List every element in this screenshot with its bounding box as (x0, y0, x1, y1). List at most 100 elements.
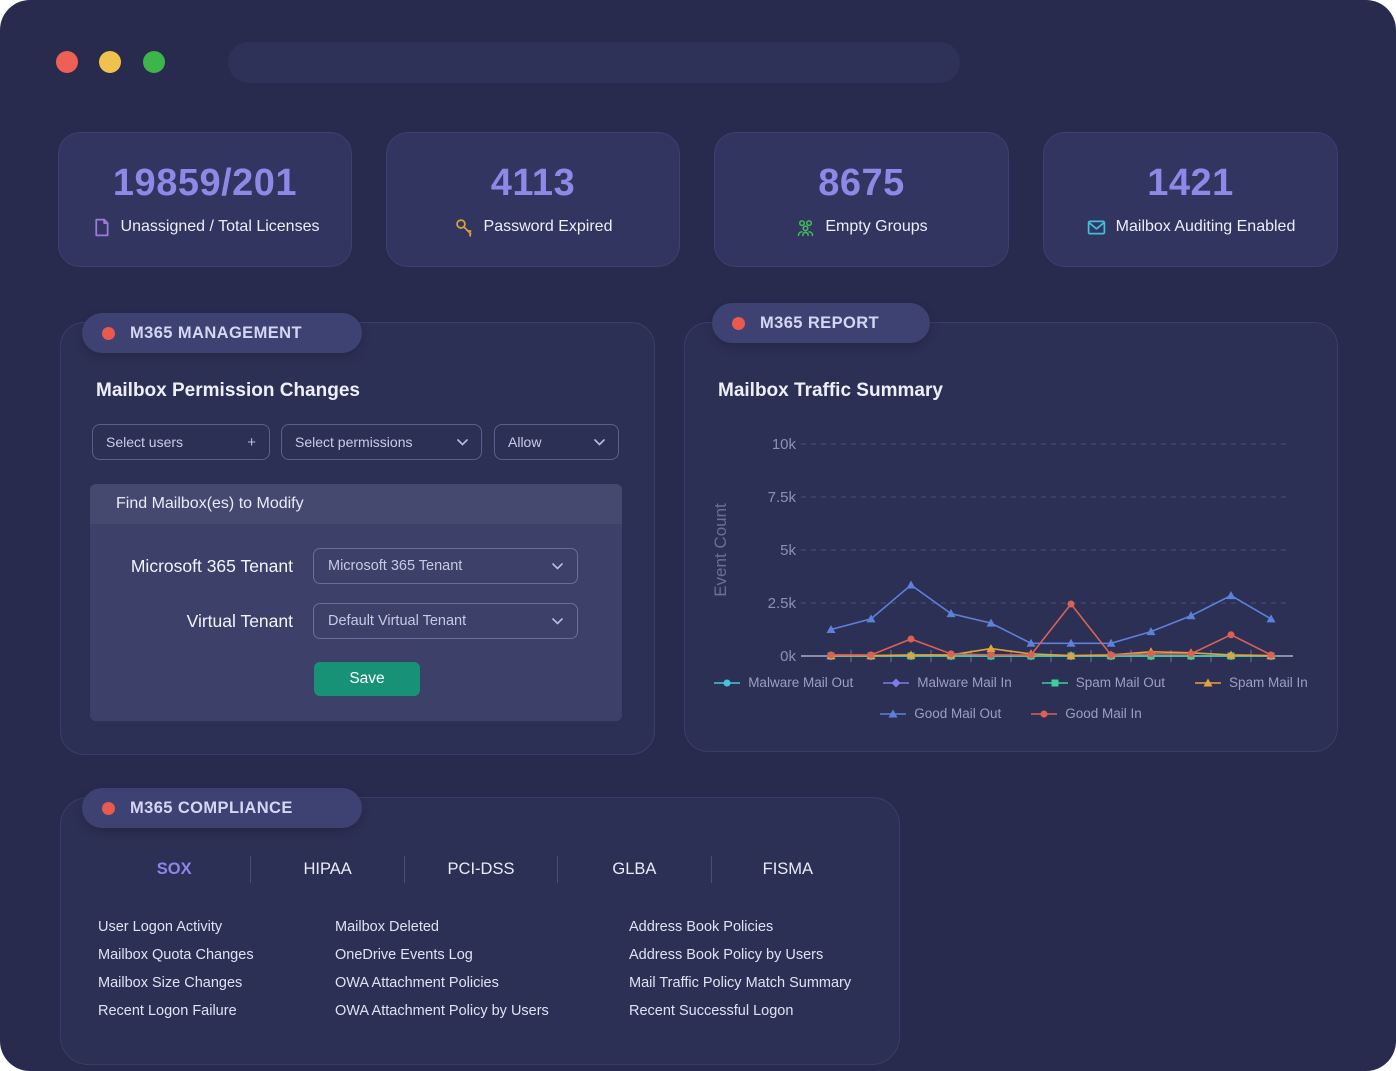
legend-marker-icon (1195, 678, 1222, 686)
select-permissions-dropdown[interactable]: Select permissions (281, 424, 482, 460)
report-badge: M365 REPORT (712, 303, 930, 343)
compliance-report-link[interactable]: Mail Traffic Policy Match Summary (629, 975, 852, 991)
legend-label: Malware Mail Out (748, 675, 854, 690)
key-icon (455, 218, 472, 237)
legend-label: Spam Mail In (1229, 675, 1308, 690)
address-bar[interactable] (228, 42, 960, 83)
compliance-tabs: SOX HIPAA PCI-DSS GLBA FISMA (98, 856, 864, 883)
chart-legend-row: Good Mail Out Good Mail In (685, 706, 1337, 721)
report-panel: Mailbox Traffic Summary 0k 2.5k 5k 7.5k 10k E… (684, 322, 1338, 752)
traffic-chart: 0k 2.5k 5k 7.5k 10k Event Count (711, 436, 1293, 665)
legend-marker-icon (883, 678, 910, 687)
management-panel: Mailbox Permission Changes Select users … (60, 322, 655, 755)
legend-item[interactable]: Good Mail Out (880, 706, 1001, 721)
compliance-report-link[interactable]: Mailbox Quota Changes (98, 947, 254, 963)
stat-card-password-expired: 4113 Password Expired (386, 132, 680, 267)
stat-card-empty-groups: 8675 Empty Groups (714, 132, 1009, 267)
compliance-report-link[interactable]: Address Book Policy by Users (629, 947, 824, 963)
find-mailbox-title: Find Mailbox(es) to Modify (90, 484, 622, 524)
virtual-tenant-label: Virtual Tenant (186, 611, 293, 631)
mail-icon (1087, 220, 1105, 234)
compliance-badge: M365 COMPLIANCE (82, 788, 362, 828)
compliance-report-link[interactable]: OWA Attachment Policies (335, 975, 499, 991)
legend-marker-icon (880, 709, 907, 717)
chevron-down-icon (552, 562, 563, 570)
select-permissions-placeholder: Select permissions (295, 434, 413, 450)
find-mailbox-box: Find Mailbox(es) to Modify Microsoft 365… (90, 484, 622, 721)
report-heading: Mailbox Traffic Summary (718, 380, 943, 401)
tab-glba[interactable]: GLBA (612, 860, 657, 878)
tab-sox[interactable]: SOX (156, 860, 192, 878)
legend-item[interactable]: Spam Mail In (1195, 675, 1308, 690)
svg-text:2.5k: 2.5k (768, 595, 797, 612)
legend-label: Good Mail Out (914, 706, 1002, 721)
empty-groups-value: 8675 (818, 161, 905, 204)
mailbox-auditing-value: 1421 (1147, 161, 1234, 204)
svg-text:Event Count: Event Count (711, 503, 730, 597)
management-badge-label: M365 MANAGEMENT (130, 323, 302, 342)
compliance-report-link[interactable]: Mailbox Deleted (335, 919, 439, 935)
compliance-report-link[interactable]: Mailbox Size Changes (98, 975, 243, 991)
legend-marker-icon (1041, 679, 1068, 686)
stat-card-licenses: 19859/201 Unassigned / Total Licenses (58, 132, 352, 267)
tab-divider (403, 856, 405, 883)
tab-pci-dss[interactable]: PCI-DSS (447, 860, 515, 878)
compliance-report-link[interactable]: Recent Logon Failure (98, 1003, 237, 1019)
status-dot-icon (102, 326, 115, 340)
save-button[interactable]: Save (314, 662, 420, 696)
compliance-report-link[interactable]: OWA Attachment Policy by Users (335, 1003, 549, 1019)
legend-item[interactable]: Good Mail In (1031, 706, 1142, 721)
compliance-badge-label: M365 COMPLIANCE (130, 798, 293, 817)
password-expired-label: Password Expired (483, 218, 613, 235)
select-users-placeholder: Select users (106, 434, 184, 450)
tab-hipaa[interactable]: HIPAA (303, 860, 352, 878)
tenant-dropdown[interactable]: Microsoft 365 Tenant (313, 548, 578, 584)
svg-text:5k: 5k (780, 542, 796, 559)
svg-text:7.5k: 7.5k (768, 489, 797, 506)
tenant-label: Microsoft 365 Tenant (130, 556, 293, 576)
select-users-field[interactable]: Select users + (92, 424, 270, 460)
legend-label: Good Mail In (1065, 706, 1142, 721)
virtual-tenant-dropdown-value: Default Virtual Tenant (328, 613, 467, 629)
chart-legend-row: Malware Mail Out Malware Mail In Spam Mail… (685, 675, 1337, 690)
compliance-link-column: Address Book Policies Address Book Policy… (629, 913, 851, 1025)
legend-item[interactable]: Malware Mail Out (714, 675, 853, 690)
management-badge: M365 MANAGEMENT (82, 313, 362, 353)
allow-value: Allow (508, 434, 542, 450)
svg-text:0k: 0k (780, 648, 796, 665)
users-icon (798, 219, 814, 236)
tenant-dropdown-value: Microsoft 365 Tenant (328, 558, 463, 574)
licenses-value: 19859/201 (112, 161, 298, 204)
compliance-report-link[interactable]: Address Book Policies (629, 919, 774, 935)
window-close-button[interactable] (56, 51, 78, 73)
empty-groups-label: Empty Groups (825, 218, 928, 235)
legend-label: Malware Mail In (917, 675, 1012, 690)
mailbox-auditing-label: Mailbox Auditing Enabled (1115, 218, 1296, 235)
compliance-link-column: User Logon Activity Mailbox Quota Changes… (98, 913, 254, 1025)
plus-icon: + (247, 433, 256, 451)
management-heading: Mailbox Permission Changes (96, 380, 360, 401)
password-expired-value: 4113 (490, 161, 576, 204)
tab-divider (250, 856, 252, 883)
allow-dropdown[interactable]: Allow (494, 424, 619, 460)
compliance-report-link[interactable]: Recent Successful Logon (629, 1003, 794, 1019)
legend-marker-icon (1031, 710, 1058, 717)
legend-label: Spam Mail Out (1075, 675, 1166, 690)
tab-fisma[interactable]: FISMA (762, 860, 814, 878)
tab-divider (710, 856, 712, 883)
chevron-down-icon (594, 438, 605, 446)
virtual-tenant-dropdown[interactable]: Default Virtual Tenant (313, 603, 578, 639)
licenses-label: Unassigned / Total Licenses (120, 218, 320, 235)
legend-item[interactable]: Spam Mail Out (1041, 675, 1166, 690)
compliance-report-link[interactable]: User Logon Activity (98, 919, 223, 935)
window-minimize-button[interactable] (99, 51, 121, 73)
svg-text:10k: 10k (772, 436, 797, 453)
stat-card-mailbox-auditing: 1421 Mailbox Auditing Enabled (1043, 132, 1338, 267)
window-maximize-button[interactable] (143, 51, 165, 73)
legend-item[interactable]: Malware Mail In (883, 675, 1012, 690)
chevron-down-icon (552, 617, 563, 625)
compliance-panel: SOX HIPAA PCI-DSS GLBA FISMA User Logon Acti… (60, 797, 900, 1065)
compliance-report-link[interactable]: OneDrive Events Log (335, 947, 473, 963)
status-dot-icon (102, 801, 115, 815)
